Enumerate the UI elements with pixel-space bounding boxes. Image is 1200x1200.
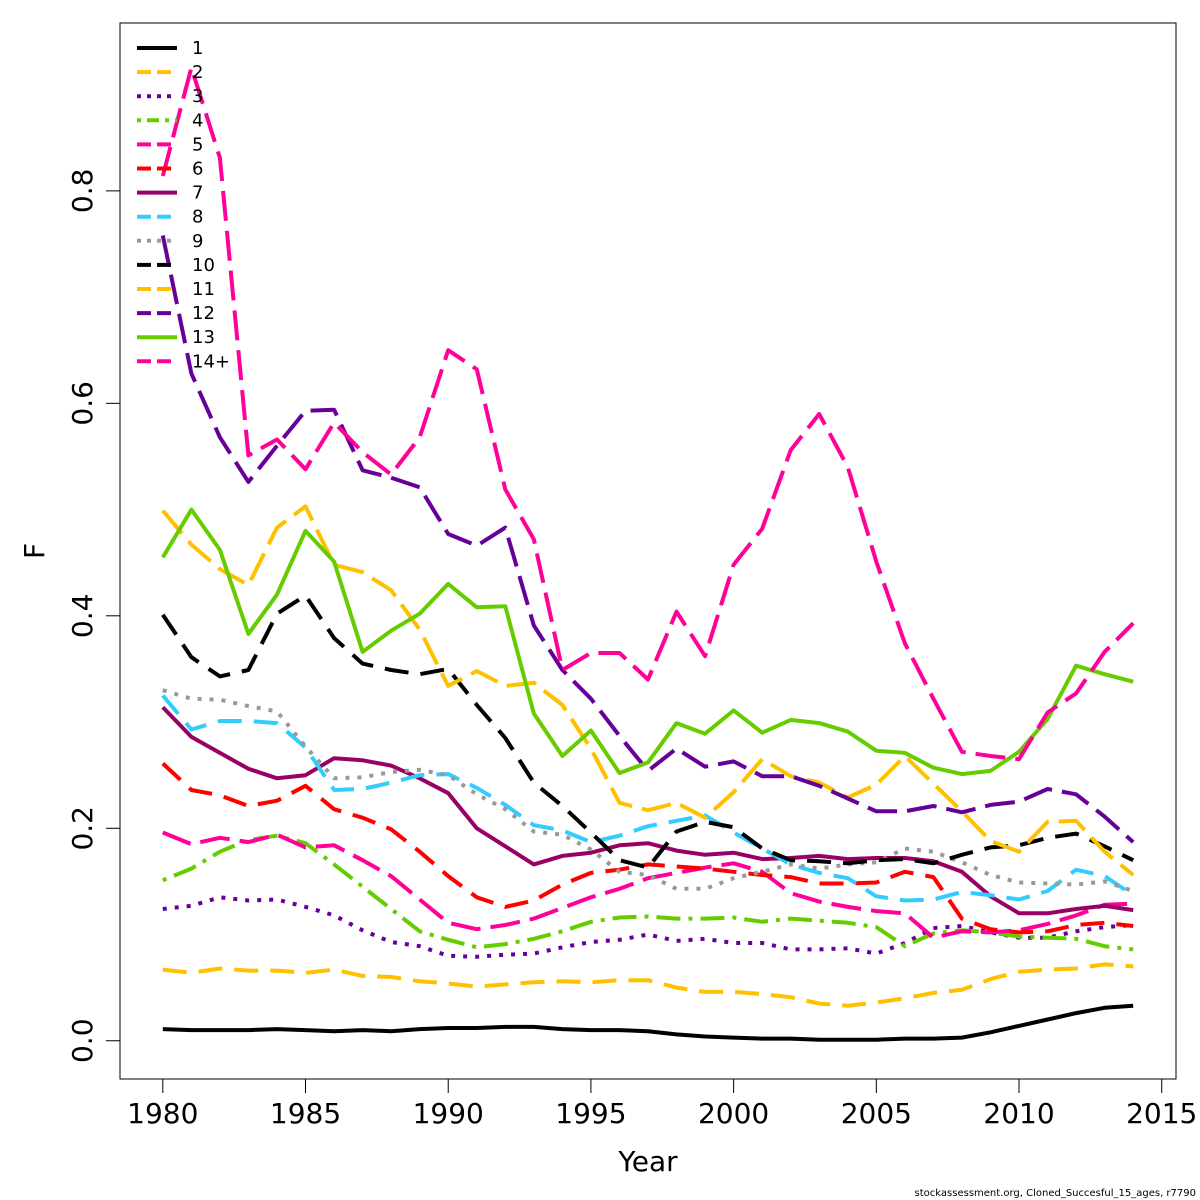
- series-line-11: [161, 504, 1135, 877]
- legend-label-6: 6: [192, 159, 203, 180]
- legend-label-7: 7: [192, 183, 203, 204]
- legend-label-2: 2: [192, 62, 203, 83]
- x-tick-label: 1990: [413, 1097, 484, 1130]
- series-line-6: [161, 762, 1134, 935]
- series-line-4: [162, 833, 1134, 952]
- legend-label-1: 1: [192, 38, 203, 59]
- series-line-8: [161, 694, 1135, 903]
- y-tick-label: 0.0: [66, 1018, 99, 1063]
- legend-label-14: 14+: [192, 351, 230, 372]
- legend-label-3: 3: [192, 86, 203, 107]
- x-axis-title: Year: [617, 1145, 678, 1178]
- footnote: stockassessment.org, Cloned_Succesful_15…: [915, 1188, 1196, 1199]
- x-tick-label: 1985: [270, 1097, 341, 1130]
- y-tick-label: 0.6: [66, 381, 99, 426]
- x-tick-label: 2005: [841, 1097, 912, 1130]
- legend-label-8: 8: [192, 207, 203, 228]
- x-tick-label: 2000: [698, 1097, 769, 1130]
- y-tick-label: 0.4: [66, 594, 99, 639]
- series-line-1: [162, 1003, 1134, 1042]
- series-line-3: [162, 895, 1134, 959]
- series-line-2: [162, 962, 1134, 1008]
- x-tick-label: 1995: [555, 1097, 626, 1130]
- series-line-7: [161, 705, 1134, 916]
- x-tick-label: 1980: [127, 1097, 198, 1130]
- series-line-14: [160, 65, 1135, 762]
- x-axis: 1980 1985 1990 1995 2000 2005 2010 2015: [127, 1078, 1197, 1130]
- series-layer: [160, 65, 1135, 1042]
- series-line-5: [162, 830, 1134, 940]
- x-tick-label: 2010: [983, 1097, 1054, 1130]
- legend-label-9: 9: [192, 231, 203, 252]
- series-line-12: [160, 235, 1135, 844]
- series-line-13: [161, 507, 1134, 777]
- y-tick-label: 0.8: [66, 169, 99, 214]
- y-axis: 0.0 0.2 0.4 0.6 0.8: [66, 169, 121, 1063]
- y-tick-label: 0.2: [66, 806, 99, 851]
- legend-label-12: 12: [192, 303, 215, 324]
- series-line-10: [161, 593, 1135, 870]
- legend-label-5: 5: [192, 134, 203, 155]
- legend-label-10: 10: [192, 255, 215, 276]
- y-axis-title: F: [18, 543, 51, 559]
- legend-label-11: 11: [192, 279, 215, 300]
- x-tick-label: 2015: [1126, 1097, 1197, 1130]
- legend-label-4: 4: [192, 110, 203, 131]
- legend-label-13: 13: [192, 327, 215, 348]
